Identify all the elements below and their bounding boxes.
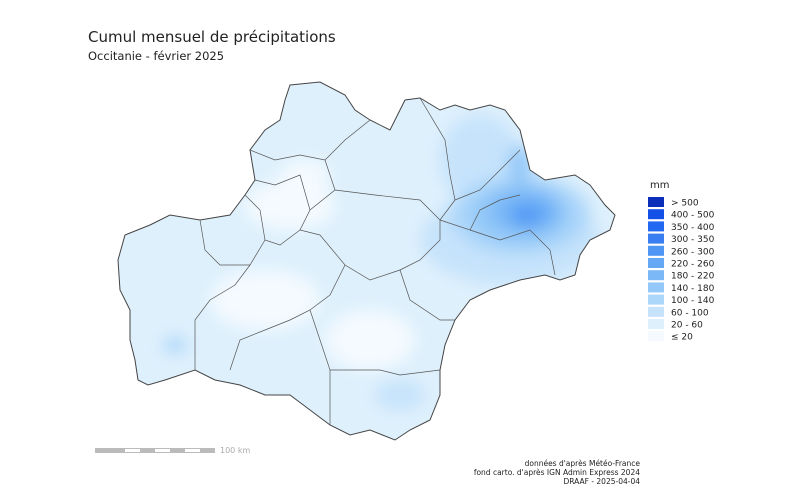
legend-swatch	[648, 282, 664, 293]
scale-bar: 100 km	[95, 446, 250, 455]
legend-label: 60 - 100	[671, 308, 709, 318]
legend-swatch	[648, 233, 664, 244]
legend: > 500 400 - 500 350 - 400 300 - 350 260 - 30…	[648, 197, 715, 343]
legend-title: mm	[650, 180, 669, 191]
legend-swatch	[648, 258, 664, 268]
department-borders	[194, 97, 556, 425]
map-title: Cumul mensuel de précipitations	[88, 28, 336, 46]
legend-swatch	[648, 331, 664, 342]
legend-label: > 500	[671, 199, 699, 209]
region-outline	[117, 81, 616, 441]
legend-label: 400 - 500	[671, 211, 715, 221]
credit-line: fond carto. d'après IGN Admin Express 20…	[474, 468, 640, 477]
legend-label: 100 - 140	[671, 296, 715, 306]
legend-label: 180 - 220	[671, 272, 715, 282]
legend-label: 300 - 350	[671, 235, 715, 245]
credit-line: DRAAF - 2025-04-04	[563, 477, 640, 486]
legend-swatch	[648, 306, 664, 317]
precipitation-map	[118, 82, 615, 440]
legend-label: 350 - 400	[671, 223, 715, 233]
credit-line: données d'après Météo-France	[525, 459, 641, 468]
legend-swatch	[648, 319, 664, 329]
legend-label: ≤ 20	[671, 333, 693, 343]
legend-swatch	[648, 245, 664, 256]
legend-swatch	[648, 197, 664, 207]
legend-swatch	[648, 209, 664, 220]
scale-label: 100 km	[220, 446, 250, 455]
legend-label: 220 - 260	[671, 260, 715, 270]
legend-label: 140 - 180	[671, 284, 715, 294]
legend-label: 260 - 300	[671, 247, 715, 257]
legend-swatch	[648, 294, 664, 305]
legend-label: 20 - 60	[671, 321, 703, 331]
map-subtitle: Occitanie - février 2025	[88, 49, 224, 63]
legend-swatch	[648, 221, 664, 232]
legend-swatch	[648, 270, 664, 281]
